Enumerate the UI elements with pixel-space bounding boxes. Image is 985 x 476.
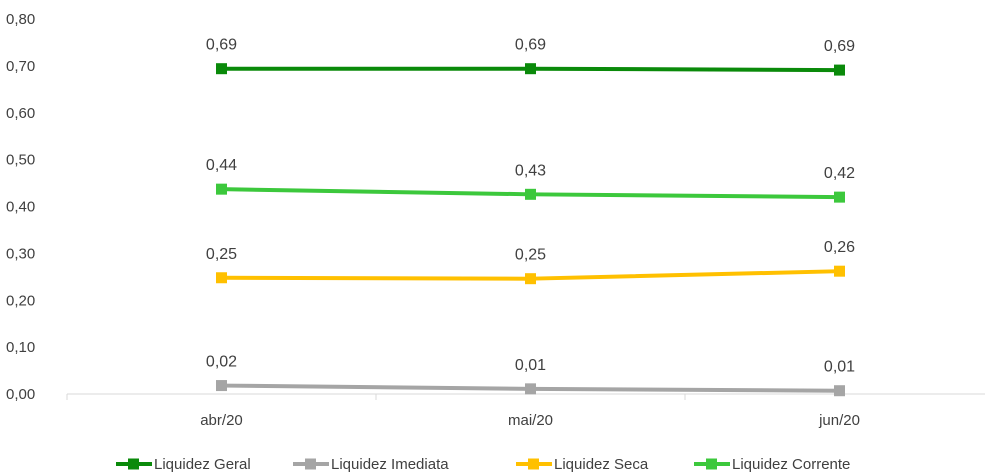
data-label: 0,69 bbox=[206, 37, 237, 54]
legend-item: Liquidez Imediata bbox=[293, 456, 449, 473]
y-tick-label: 0,50 bbox=[6, 152, 35, 169]
legend-marker bbox=[128, 458, 139, 470]
data-point bbox=[216, 183, 227, 195]
data-point bbox=[834, 191, 845, 203]
y-tick-label: 0,20 bbox=[6, 292, 35, 309]
y-tick-label: 0,70 bbox=[6, 58, 35, 75]
x-tick-label: jun/20 bbox=[818, 412, 860, 429]
series-liquidez-geral bbox=[216, 63, 845, 76]
y-tick-label: 0,30 bbox=[6, 245, 35, 262]
series-liquidez-imediata bbox=[216, 380, 845, 397]
data-label: 0,02 bbox=[206, 354, 237, 371]
data-label: 0,25 bbox=[206, 246, 237, 263]
legend: Liquidez Geral Liquidez Imediata Liquidez … bbox=[116, 456, 850, 473]
legend-item: Liquidez Corrente bbox=[694, 456, 850, 473]
data-point bbox=[525, 63, 536, 75]
legend-label: Liquidez Imediata bbox=[331, 456, 449, 473]
data-point bbox=[216, 63, 227, 75]
data-labels: 0,69 0,69 0,69 0,02 0,01 0,01 0,25 0,25 0,26 0,44… bbox=[206, 37, 855, 376]
data-point bbox=[525, 188, 536, 200]
legend-item: Liquidez Seca bbox=[516, 456, 649, 473]
data-label: 0,01 bbox=[824, 359, 855, 376]
legend-marker bbox=[706, 458, 717, 470]
data-point bbox=[525, 273, 536, 285]
data-label: 0,42 bbox=[824, 165, 855, 182]
y-tick-label: 0,00 bbox=[6, 386, 35, 403]
data-label: 0,25 bbox=[515, 247, 546, 264]
x-tick-label: abr/20 bbox=[200, 412, 243, 429]
y-tick-label: 0,60 bbox=[6, 105, 35, 122]
series-liquidez-corrente bbox=[216, 183, 845, 203]
data-label: 0,69 bbox=[515, 37, 546, 54]
x-axis: abr/20 mai/20 jun/20 bbox=[66, 393, 985, 429]
data-label: 0,43 bbox=[515, 162, 546, 179]
legend-marker bbox=[305, 458, 316, 470]
data-label: 0,26 bbox=[824, 239, 855, 256]
data-label: 0,69 bbox=[824, 38, 855, 55]
y-tick-label: 0,80 bbox=[6, 11, 35, 28]
y-tick-label: 0,10 bbox=[6, 339, 35, 356]
series-liquidez-seca bbox=[216, 265, 845, 285]
y-tick-label: 0,40 bbox=[6, 199, 35, 216]
x-tick-label: mai/20 bbox=[508, 412, 553, 429]
data-point bbox=[216, 380, 227, 392]
legend-label: Liquidez Geral bbox=[154, 456, 251, 473]
legend-label: Liquidez Corrente bbox=[732, 456, 850, 473]
data-point bbox=[834, 64, 845, 76]
data-point bbox=[834, 385, 845, 397]
legend-label: Liquidez Seca bbox=[554, 456, 649, 473]
data-label: 0,01 bbox=[515, 357, 546, 374]
data-label: 0,44 bbox=[206, 157, 237, 174]
legend-item: Liquidez Geral bbox=[116, 456, 251, 473]
data-point bbox=[216, 272, 227, 284]
y-axis: 0,00 0,10 0,20 0,30 0,40 0,50 0,60 0,70 0,80 bbox=[6, 11, 35, 403]
data-point bbox=[834, 265, 845, 277]
legend-marker bbox=[528, 458, 539, 470]
data-point bbox=[525, 383, 536, 395]
series-layer bbox=[216, 63, 845, 397]
